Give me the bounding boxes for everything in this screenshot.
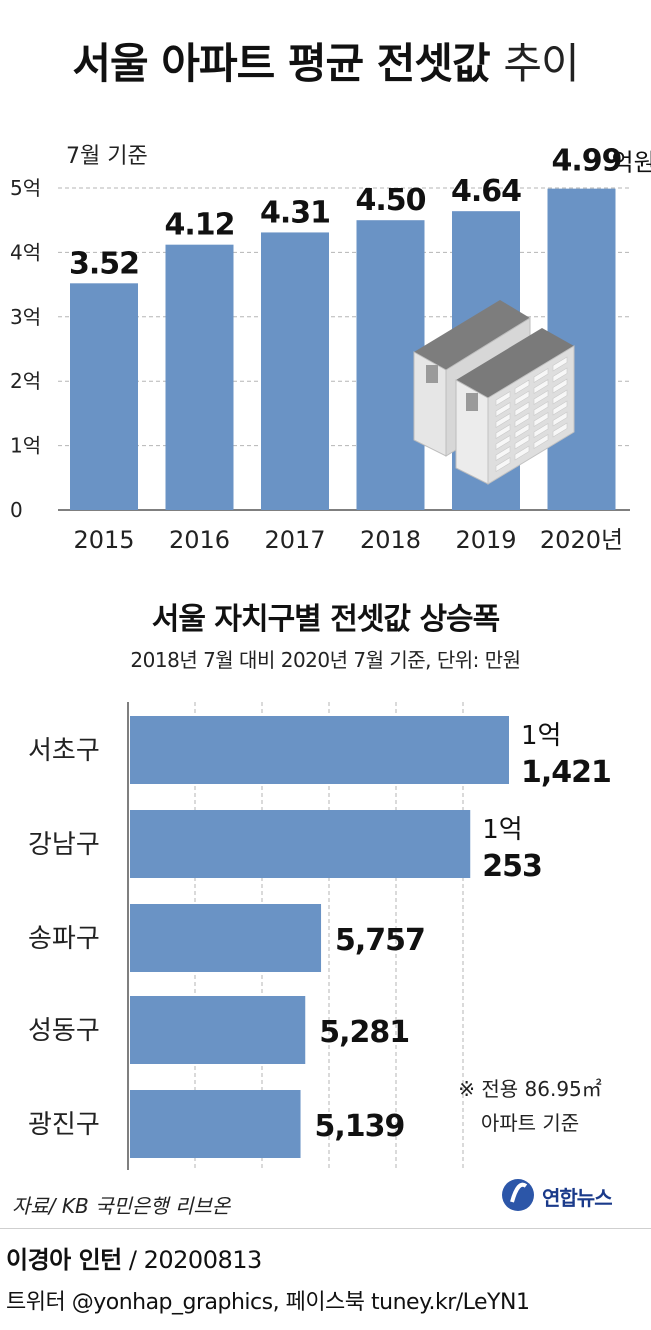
x-tick-label: 2016 [169, 526, 230, 554]
main-title-bold: 서울 아파트 평균 전셋값 [72, 39, 490, 88]
building-window [466, 393, 478, 411]
building-window [552, 378, 568, 394]
roof-left [414, 300, 530, 370]
building-window [552, 367, 568, 383]
bar [356, 220, 425, 510]
yonhap-logo-text: 연합뉴스 [542, 1186, 613, 1210]
building-window [533, 433, 549, 450]
building-window [514, 423, 530, 439]
y-tick-label: 3억 [10, 305, 41, 329]
bar-value-unit: 억원 [612, 149, 651, 177]
building-window [514, 401, 530, 417]
bottom-chart-title: 서울 자치구별 전셋값 상승폭 [151, 602, 501, 637]
credit-line: 이경아 인턴 / 20200813 [6, 1240, 262, 1275]
y-tick-label: 서초구 [28, 736, 100, 766]
bar-value-label: 3.52 [69, 246, 139, 281]
top-chart-basis: 7월 기준 [66, 144, 148, 169]
y-tick-label: 0 [10, 498, 23, 522]
building-window [514, 379, 530, 395]
district-increase-chart: 서초구 1억 1,421 강남구 1억 253 송파구 5,757 성동구 5,281 광진구 5,1… [28, 702, 612, 1170]
x-tick-label: 2020년 [540, 526, 623, 554]
building-window [552, 422, 568, 438]
bar-value-label: 5,281 [319, 1015, 409, 1050]
building-window [495, 390, 511, 407]
bar [130, 810, 471, 878]
bar [165, 244, 234, 510]
building-window [495, 423, 511, 440]
bar [130, 716, 509, 784]
bar-value-label: 5,139 [315, 1109, 405, 1144]
building-window [533, 378, 549, 395]
footnote: ※ 전용 86.95㎡ 아파트 기준 [420, 1072, 640, 1140]
building-window [552, 389, 568, 405]
bar [261, 232, 329, 510]
building-window [495, 445, 511, 462]
y-tick-label: 성동구 [28, 1016, 100, 1046]
bar [130, 996, 306, 1064]
building-window [533, 389, 549, 406]
building-window [495, 456, 511, 473]
building-window [533, 422, 549, 439]
building-window [495, 401, 511, 418]
building-window [533, 400, 549, 417]
social-line: 트위터 @yonhap_graphics, 페이스북 tuney.kr/LeYN… [6, 1290, 530, 1315]
bar-value-label: 5,757 [335, 923, 425, 958]
building-window [552, 411, 568, 427]
bar-value-label: 1억 [482, 815, 522, 845]
x-tick-label: 2018 [360, 526, 421, 554]
building-window [426, 365, 438, 383]
bar-value-label: 4.99 [552, 144, 622, 179]
bar-value-label: 4.12 [164, 208, 234, 243]
bar [130, 1090, 301, 1158]
building-window [514, 412, 530, 428]
building-window [533, 367, 549, 384]
footnote-line-2: 아파트 기준 [480, 1111, 580, 1135]
footnote-line-1: ※ 전용 86.95㎡ [458, 1077, 602, 1101]
source-text: 자료/ KB 국민은행 리브온 [12, 1194, 231, 1218]
bottom-chart-note: 2018년 7월 대비 2020년 7월 기준, 단위: 만원 [130, 648, 521, 672]
x-tick-label: 2019 [455, 526, 516, 554]
x-tick-label: 2017 [264, 526, 325, 554]
y-tick-label: 1억 [10, 434, 41, 458]
y-tick-label: 광진구 [28, 1110, 100, 1140]
main-title: 서울 아파트 평균 전셋값 추이 [0, 30, 651, 91]
building-window [533, 411, 549, 428]
bar-value-label: 253 [482, 849, 542, 884]
credit-date: / 20200813 [121, 1246, 262, 1274]
building-window [552, 356, 568, 372]
y-tick-label: 송파구 [28, 924, 100, 954]
building-illustration [413, 300, 575, 485]
bar-value-label: 4.64 [451, 174, 521, 209]
x-tick-label: 2015 [73, 526, 134, 554]
building-window [552, 400, 568, 416]
main-title-light: 추이 [503, 39, 579, 88]
building-window [514, 390, 530, 406]
y-tick-label: 강남구 [28, 830, 100, 860]
bar-value-label: 1억 [521, 721, 561, 751]
bar-value-label: 4.31 [260, 195, 330, 230]
bar [70, 283, 138, 510]
bar [130, 904, 322, 972]
building-window [514, 445, 530, 461]
y-tick-label: 5억 [10, 176, 41, 200]
building-window [514, 434, 530, 450]
roof-right [456, 328, 574, 398]
credit-name: 이경아 인턴 [6, 1246, 122, 1274]
bar-value-label: 1,421 [521, 755, 611, 790]
building-window [495, 412, 511, 429]
y-tick-label: 2억 [10, 369, 41, 393]
footer-divider [0, 1228, 651, 1229]
bar-value-label: 4.50 [355, 183, 425, 218]
y-tick-label: 4억 [10, 240, 41, 264]
yonhap-logo [502, 1179, 534, 1211]
building-window [495, 434, 511, 451]
